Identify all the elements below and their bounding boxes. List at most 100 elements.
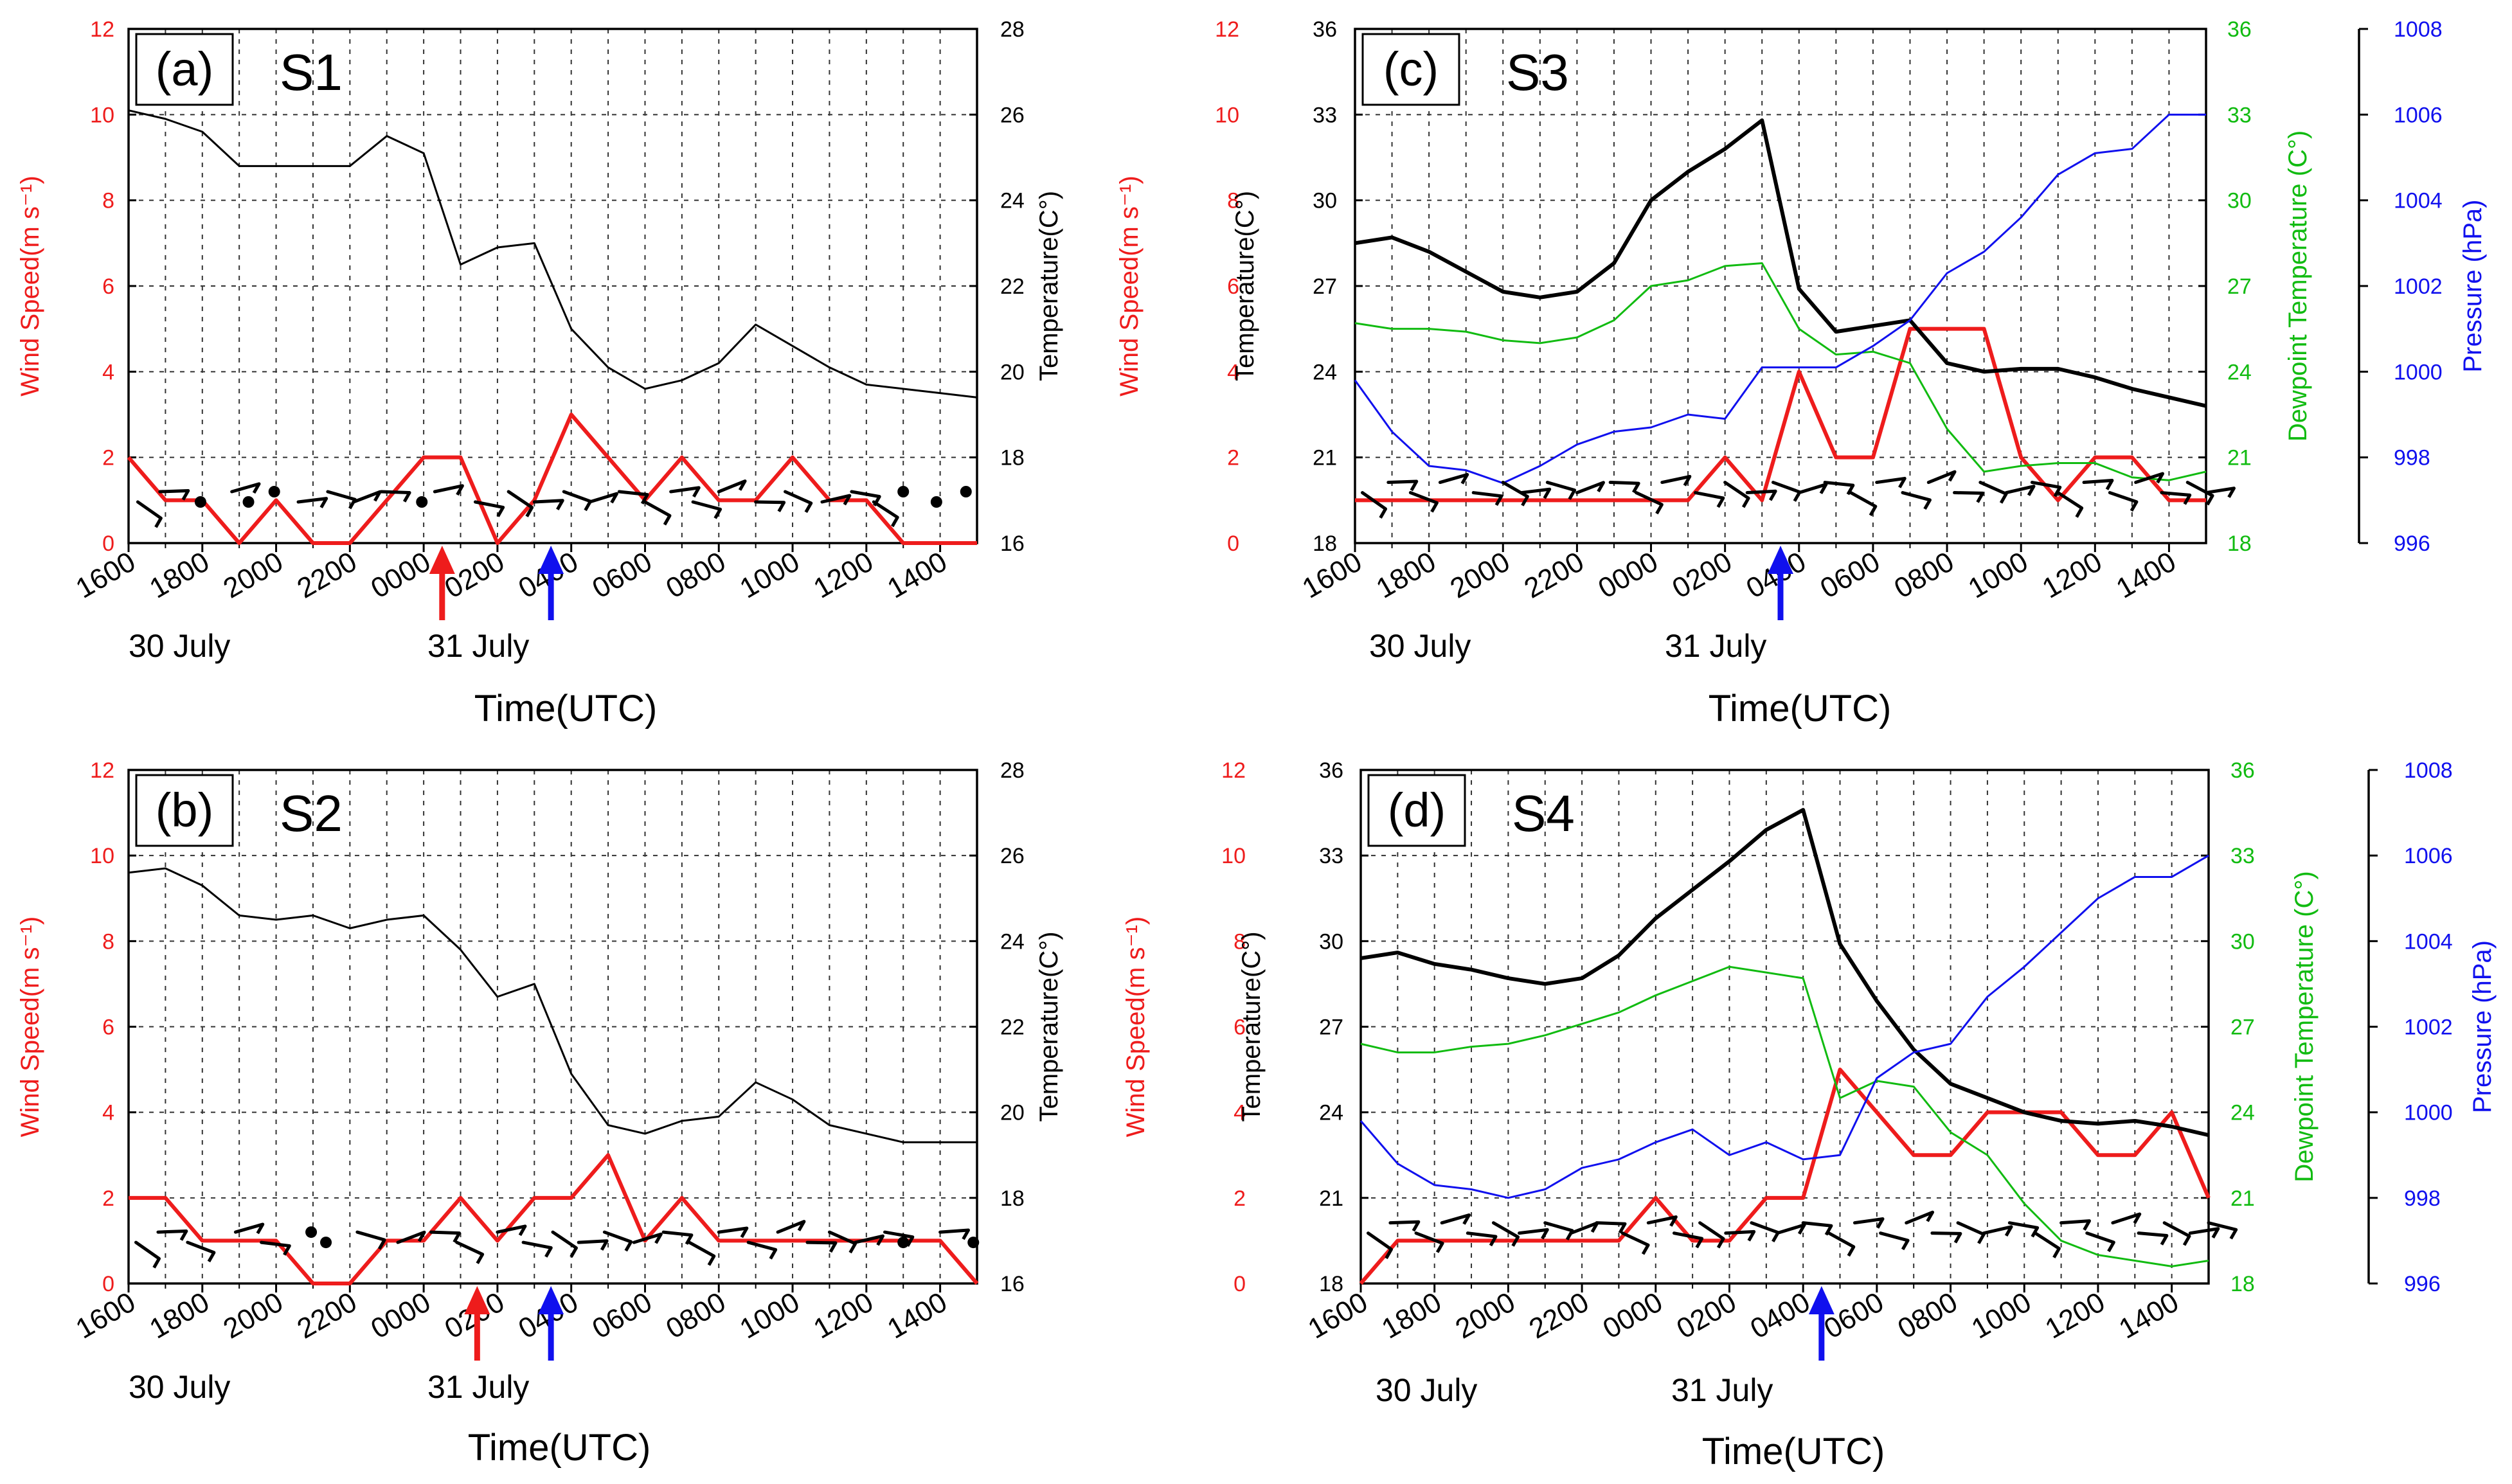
wind-barb-flag bbox=[1923, 499, 1932, 510]
wind-barb-flag bbox=[624, 1240, 632, 1252]
right-axis-title: Dewpoint Temperature (C°) bbox=[2290, 871, 2319, 1182]
wind-barb-flag bbox=[843, 494, 851, 506]
wind-barb bbox=[938, 1228, 971, 1234]
wind-barb-flag bbox=[2182, 1235, 2191, 1246]
wind-barb bbox=[1771, 481, 1802, 494]
right-axis-tick-label: 20 bbox=[1000, 360, 1025, 384]
wind-barb-flag bbox=[1819, 483, 1828, 494]
wind-barb bbox=[2137, 1231, 2169, 1237]
wind-barb bbox=[532, 499, 564, 504]
x-tick-label: 1200 bbox=[2037, 546, 2107, 604]
event-arrow-head bbox=[429, 546, 455, 574]
wind-speed-tick-label: 12 bbox=[90, 758, 114, 783]
temperature-tick-label: 30 bbox=[1313, 189, 1337, 213]
calm-wind-marker bbox=[930, 496, 942, 508]
event-arrow-head bbox=[464, 1286, 490, 1314]
panel-b: 1600180020002200000002000400060008001000… bbox=[16, 758, 1063, 1469]
wind-speed-tick-label: 8 bbox=[1227, 189, 1239, 213]
right-axis-tick-label: 18 bbox=[2227, 532, 2252, 556]
right-axis-tick-label: 1002 bbox=[2394, 274, 2443, 299]
wind-barb bbox=[2056, 491, 2084, 510]
wind-barb bbox=[1827, 1231, 1856, 1249]
right-axis-tick-label: 26 bbox=[1000, 103, 1025, 127]
temperature-tick-label: 18 bbox=[1319, 1272, 1343, 1296]
wind-barb bbox=[1518, 1228, 1549, 1235]
right-axis-title: Temperature(C°) bbox=[1035, 931, 1063, 1122]
temperature-tick-label: 21 bbox=[1319, 1186, 1343, 1211]
wind-barb bbox=[1501, 481, 1529, 499]
wind-barb bbox=[1366, 1231, 1394, 1251]
wind-barb-flag bbox=[1460, 474, 1469, 485]
wind-barb bbox=[2030, 481, 2062, 489]
wind-barb bbox=[1575, 481, 1605, 495]
wind-barb-flag bbox=[1824, 1225, 1833, 1236]
panel-label-box bbox=[135, 33, 234, 106]
x-tick-label: 2000 bbox=[1450, 1286, 1520, 1345]
right-axis-tick-label: 22 bbox=[1000, 1015, 1025, 1040]
wind-barb-flag bbox=[1876, 1218, 1885, 1229]
wind-barb bbox=[1956, 1221, 1986, 1237]
right-axis-tick-label: 30 bbox=[2227, 189, 2252, 213]
right-axis-tick-label: 36 bbox=[2227, 17, 2252, 42]
wind-barb-flag bbox=[1683, 476, 1692, 487]
wind-barb-flag bbox=[2229, 1229, 2238, 1240]
wind-barb bbox=[1543, 1221, 1574, 1233]
x-tick-label: 2200 bbox=[292, 1286, 362, 1345]
right-axis-tick-label: 26 bbox=[1000, 844, 1025, 868]
x-tick-label: 2000 bbox=[218, 1286, 288, 1345]
panel-label-box bbox=[1361, 33, 1460, 106]
station-label: S3 bbox=[1506, 44, 1569, 101]
right-axis-tick-label: 1004 bbox=[2404, 929, 2453, 954]
x-tick-label: 0800 bbox=[1892, 1286, 1962, 1345]
x-tick-label: 1200 bbox=[809, 546, 879, 604]
right-axis-tick-label: 996 bbox=[2394, 532, 2430, 556]
x-tick-label: 0000 bbox=[366, 546, 436, 604]
wind-speed-tick-label: 2 bbox=[1234, 1186, 1246, 1211]
wind-barb bbox=[1745, 489, 1777, 495]
wind-barb bbox=[158, 488, 190, 494]
wind-barb bbox=[429, 1230, 462, 1235]
x-tick-label: 0800 bbox=[661, 546, 731, 604]
temperature-tick-label: 33 bbox=[1313, 103, 1337, 127]
station-label: S2 bbox=[280, 785, 343, 842]
right-axis-tick-label: 1000 bbox=[2404, 1101, 2453, 1125]
wind-barb-flag bbox=[1797, 1224, 1806, 1235]
wind-barb-flag bbox=[525, 506, 534, 517]
wind-barb-flag bbox=[2083, 1220, 2091, 1231]
wind-barb bbox=[496, 1224, 527, 1234]
series-line-dewpoint-temperature bbox=[1354, 262, 2207, 481]
wind-barb-flag bbox=[685, 1234, 694, 1245]
wind-barb-flag bbox=[713, 508, 722, 519]
x-tick-label: 2200 bbox=[1524, 1286, 1594, 1345]
wind-barb-flag bbox=[1695, 1237, 1703, 1249]
wind-barb bbox=[1875, 476, 1906, 485]
wind-barb bbox=[577, 1239, 609, 1244]
right-axis-title: Pressure (hPa) bbox=[2468, 940, 2497, 1113]
right-axis-tick-label: 16 bbox=[1000, 532, 1025, 556]
x-tick-label: 0600 bbox=[1819, 1286, 1889, 1345]
calm-wind-marker bbox=[960, 486, 972, 497]
right-axis-tick-label: 36 bbox=[2230, 758, 2255, 783]
panel-label: (c) bbox=[1383, 42, 1439, 96]
wind-barb-flag bbox=[256, 1223, 264, 1235]
wind-barb bbox=[260, 1240, 291, 1247]
series-line-temperature bbox=[1354, 118, 2207, 408]
wind-barb-flag bbox=[2227, 487, 2236, 498]
wind-barb-flag bbox=[1410, 480, 1418, 492]
temperature-tick-label: 24 bbox=[1319, 1101, 1343, 1125]
wind-barb bbox=[1823, 481, 1855, 487]
temperature-tick-label: 21 bbox=[1313, 446, 1337, 470]
wind-barb bbox=[156, 1229, 188, 1234]
event-arrow-head bbox=[1768, 546, 1793, 574]
wind-barb-flag bbox=[1926, 1211, 1934, 1222]
wind-barb-flag bbox=[1741, 497, 1750, 508]
wind-barb-flag bbox=[1846, 484, 1855, 496]
wind-barb bbox=[134, 1240, 161, 1260]
wind-barb-flag bbox=[1999, 493, 2008, 504]
wind-barb bbox=[562, 490, 593, 503]
date-label: 30 July bbox=[1369, 628, 1471, 664]
wind-barb bbox=[2108, 491, 2139, 504]
wind-speed-tick-label: 12 bbox=[90, 17, 114, 42]
wind-barb-flag bbox=[417, 1231, 426, 1242]
